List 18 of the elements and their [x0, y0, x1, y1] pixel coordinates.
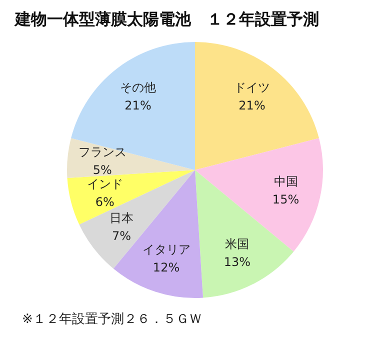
slice-label: ドイツ: [234, 80, 270, 95]
slice-label: フランス: [78, 145, 126, 160]
data-label: 15%: [272, 192, 300, 206]
data-label: 13%: [224, 254, 251, 269]
text: ※１２年設置予測２６．５ＧＷ: [22, 312, 202, 327]
data-label: 21%: [238, 98, 266, 113]
slice-label: インド: [86, 177, 123, 192]
slice-label: 中国: [274, 174, 298, 188]
chart-title: 建物一体型薄膜太陽電池 １２年設置予測: [13, 10, 319, 28]
slice-label: その他: [120, 80, 156, 95]
data-label: 7%: [112, 229, 132, 243]
data-label: 6%: [95, 195, 114, 210]
slice-label: イタリア: [142, 242, 190, 256]
slice-label: 日本: [110, 211, 134, 225]
slice-label: 米国: [225, 236, 250, 251]
data-label: 12%: [152, 260, 180, 274]
data-label: 21%: [124, 98, 152, 113]
data-label: 5%: [92, 163, 112, 178]
